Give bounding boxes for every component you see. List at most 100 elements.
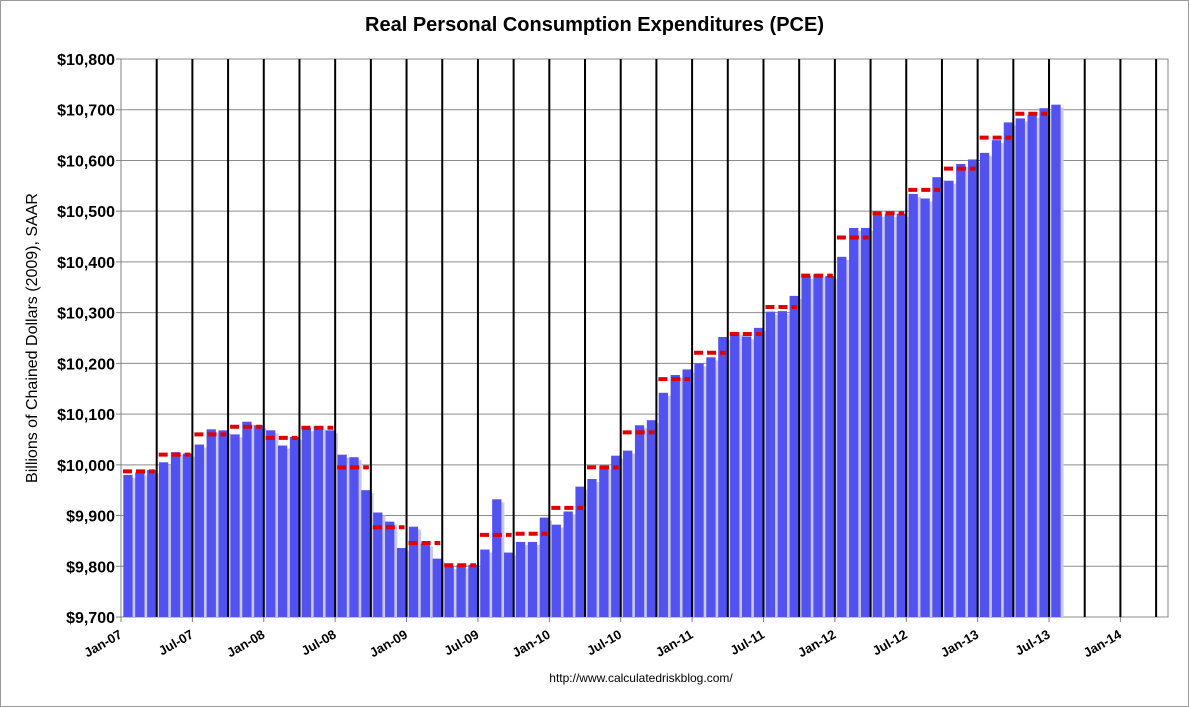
y-tick-label: $10,300 — [57, 306, 115, 323]
data-bar — [563, 511, 573, 617]
data-bar — [361, 490, 371, 617]
data-bar — [504, 552, 514, 617]
data-bar — [468, 564, 478, 617]
data-bar — [1027, 114, 1037, 618]
data-bar — [730, 331, 740, 617]
data-bar — [777, 311, 787, 617]
x-tick-label: Jan-07 — [81, 627, 124, 661]
data-bar — [1039, 108, 1049, 618]
chart-title: Real Personal Consumption Expenditures (… — [365, 14, 824, 36]
data-bar — [194, 444, 204, 617]
data-bar — [634, 425, 645, 617]
data-bar — [623, 450, 633, 617]
x-tick-label: Jan-08 — [224, 627, 267, 661]
data-bar — [932, 177, 942, 617]
data-bar — [159, 462, 169, 617]
data-bar — [694, 363, 704, 617]
y-tick-label: $10,400 — [57, 255, 115, 272]
data-bar — [206, 429, 216, 617]
x-tick-label: Jan-09 — [367, 627, 410, 661]
data-bar — [170, 452, 181, 617]
data-bar — [1051, 104, 1061, 618]
data-bar — [611, 455, 621, 617]
data-bar — [801, 276, 811, 617]
data-bar — [289, 436, 300, 617]
data-bar — [837, 256, 847, 617]
data-bar — [944, 180, 954, 617]
data-bar — [587, 479, 597, 617]
data-bar — [849, 227, 859, 617]
data-bar — [527, 541, 538, 617]
data-bar — [860, 227, 871, 617]
y-tick-label: $10,700 — [57, 103, 115, 120]
data-bar — [872, 213, 883, 617]
data-bar — [956, 164, 966, 618]
data-bar — [670, 375, 680, 617]
x-tick-label: Jul-08 — [299, 627, 339, 659]
data-bar — [230, 434, 240, 617]
data-bar — [968, 159, 978, 617]
data-bar — [1003, 122, 1014, 617]
data-bar — [658, 392, 668, 617]
data-bar — [896, 213, 906, 617]
y-tick-label: $10,200 — [57, 356, 115, 373]
y-tick-label: $9,900 — [66, 509, 115, 526]
data-bar — [325, 430, 335, 617]
data-bar — [599, 465, 609, 617]
y-tick-label: $10,800 — [57, 52, 115, 69]
data-bar — [277, 445, 288, 617]
data-bar — [551, 524, 561, 617]
data-bar — [218, 430, 228, 617]
data-bar — [908, 193, 918, 617]
data-bar — [1015, 118, 1025, 618]
y-tick-label: $9,800 — [66, 559, 115, 576]
data-bar — [765, 311, 776, 617]
x-tick-label: Jan-12 — [795, 627, 838, 661]
x-tick-label: Jan-11 — [653, 627, 696, 660]
y-tick-label: $10,000 — [57, 458, 115, 475]
y-tick-label: $10,600 — [57, 153, 115, 170]
data-bar — [718, 336, 728, 617]
data-bar — [646, 420, 657, 617]
x-tick-label: Jul-10 — [584, 627, 624, 659]
data-bar — [825, 276, 835, 617]
data-bar — [147, 469, 157, 617]
data-bar — [182, 453, 193, 617]
x-tick-label: Jul-09 — [441, 627, 481, 659]
x-tick-label: Jan-13 — [938, 627, 981, 661]
y-axis-label: Billions of Chained Dollars (2009), SAAR — [24, 193, 41, 483]
y-tick-label: $9,700 — [66, 610, 115, 627]
x-tick-label: Jan-10 — [510, 627, 553, 661]
data-bar — [337, 454, 347, 617]
y-tick-label: $10,100 — [57, 407, 115, 424]
data-bar — [480, 549, 490, 617]
y-tick-label: $10,500 — [57, 204, 115, 221]
data-bar — [301, 428, 312, 617]
data-bar — [991, 140, 1002, 617]
x-tick-label: Jul-13 — [1012, 627, 1052, 659]
data-bar — [135, 472, 145, 617]
data-bar — [123, 474, 133, 617]
data-bar — [515, 541, 526, 617]
data-bar — [456, 565, 466, 617]
data-bar — [575, 486, 585, 617]
data-bar — [753, 327, 764, 617]
data-bar — [884, 213, 895, 617]
data-bar — [242, 421, 252, 617]
data-bar — [539, 517, 550, 617]
data-bar — [789, 295, 799, 617]
data-bar — [444, 566, 454, 617]
data-bar — [706, 357, 716, 617]
source-url: http://www.calculatedriskblog.com/ — [549, 671, 733, 685]
data-bar — [313, 426, 323, 617]
data-bar — [920, 198, 930, 617]
data-bar — [741, 336, 752, 617]
data-bar — [682, 369, 692, 617]
x-tick-label: Jul-12 — [870, 627, 910, 659]
data-bar — [396, 548, 407, 617]
data-bar — [432, 558, 442, 617]
x-tick-label: Jul-07 — [156, 627, 196, 659]
data-bar — [349, 457, 359, 617]
data-bar — [385, 521, 395, 617]
